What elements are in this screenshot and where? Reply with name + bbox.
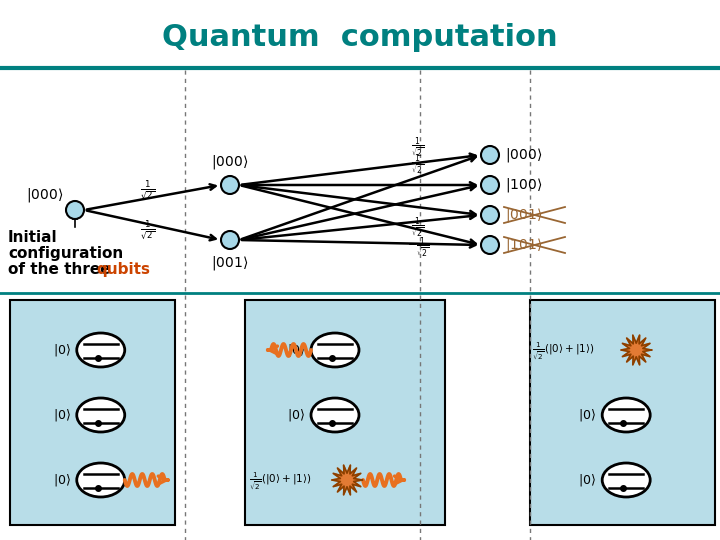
Ellipse shape <box>77 463 125 497</box>
Polygon shape <box>332 465 362 495</box>
Ellipse shape <box>77 398 125 432</box>
Text: $\frac{1}{\sqrt{2}}$: $\frac{1}{\sqrt{2}}$ <box>411 215 425 241</box>
Ellipse shape <box>221 231 239 249</box>
Text: $-\frac{1}{\sqrt{2}}$: $-\frac{1}{\sqrt{2}}$ <box>407 235 429 261</box>
Text: configuration: configuration <box>8 246 123 261</box>
Text: $\frac{1}{\sqrt{2}}$: $\frac{1}{\sqrt{2}}$ <box>411 136 425 160</box>
Text: $|001\rangle$: $|001\rangle$ <box>505 206 542 224</box>
Text: of the three: of the three <box>8 262 116 277</box>
Text: $|0\rangle$: $|0\rangle$ <box>53 342 71 358</box>
Text: $\frac{1}{\sqrt{2}}(|0\rangle+|1\rangle)$: $\frac{1}{\sqrt{2}}(|0\rangle+|1\rangle)… <box>249 471 312 493</box>
Ellipse shape <box>481 206 499 224</box>
Text: $|0\rangle$: $|0\rangle$ <box>53 407 71 423</box>
Text: $|0\rangle$: $|0\rangle$ <box>578 472 596 488</box>
Text: $|100\rangle$: $|100\rangle$ <box>505 176 542 194</box>
Text: $\frac{1}{\sqrt{2}}$: $\frac{1}{\sqrt{2}}$ <box>140 218 156 241</box>
Text: $|0\rangle$: $|0\rangle$ <box>287 407 305 423</box>
FancyBboxPatch shape <box>245 300 445 525</box>
FancyBboxPatch shape <box>530 300 715 525</box>
Text: $\frac{1}{\sqrt{2}}$: $\frac{1}{\sqrt{2}}$ <box>140 178 156 201</box>
Ellipse shape <box>481 176 499 194</box>
Text: Quantum  computation: Quantum computation <box>162 24 558 52</box>
Ellipse shape <box>602 463 650 497</box>
Ellipse shape <box>221 176 239 194</box>
Ellipse shape <box>311 333 359 367</box>
Ellipse shape <box>481 146 499 164</box>
Text: $|000\rangle$: $|000\rangle$ <box>212 153 248 171</box>
Text: $\frac{1}{\sqrt{2}}$: $\frac{1}{\sqrt{2}}$ <box>411 152 425 178</box>
Ellipse shape <box>481 236 499 254</box>
FancyBboxPatch shape <box>10 300 175 525</box>
Text: Initial: Initial <box>8 230 58 245</box>
Text: $|101\rangle$: $|101\rangle$ <box>505 236 542 254</box>
Text: $|001\rangle$: $|001\rangle$ <box>212 254 248 272</box>
Polygon shape <box>621 335 652 365</box>
Ellipse shape <box>311 398 359 432</box>
Text: $|000\rangle$: $|000\rangle$ <box>505 146 542 164</box>
Text: $|0\rangle$: $|0\rangle$ <box>53 472 71 488</box>
Ellipse shape <box>66 201 84 219</box>
Ellipse shape <box>602 398 650 432</box>
Text: $|0\rangle$: $|0\rangle$ <box>287 342 305 358</box>
Text: $|000\rangle$: $|000\rangle$ <box>26 186 63 204</box>
Text: $\frac{1}{\sqrt{2}}(|0\rangle+|1\rangle)$: $\frac{1}{\sqrt{2}}(|0\rangle+|1\rangle)… <box>532 341 595 363</box>
Ellipse shape <box>77 333 125 367</box>
Text: qubits: qubits <box>96 262 150 277</box>
Text: $|0\rangle$: $|0\rangle$ <box>578 407 596 423</box>
